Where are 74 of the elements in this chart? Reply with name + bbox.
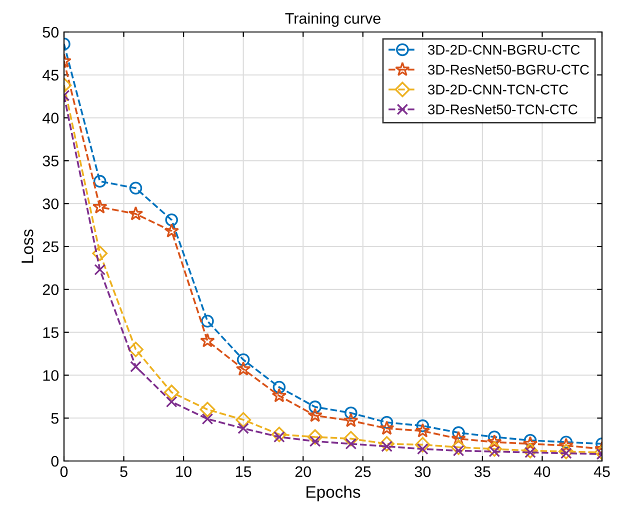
x-tick-label: 10 — [176, 466, 192, 478]
point — [451, 430, 466, 446]
point — [164, 223, 180, 238]
y-tick-label: 40 — [42, 112, 59, 124]
point — [271, 426, 287, 442]
point — [92, 246, 108, 262]
point — [165, 214, 178, 226]
x-tick-label: 35 — [474, 466, 490, 478]
x-tick-label: 40 — [534, 466, 550, 478]
point — [236, 361, 251, 376]
legend-label: 3D-2D-CNN-TCN-CTC — [428, 84, 568, 94]
y-tick-label: 0 — [51, 456, 59, 467]
point — [415, 423, 430, 438]
point — [414, 436, 430, 452]
x-tick-label: 30 — [414, 466, 431, 478]
point — [380, 416, 394, 429]
point — [129, 182, 142, 195]
y-tick-label: 10 — [43, 370, 59, 381]
point — [450, 440, 466, 455]
y-tick-label: 50 — [42, 26, 59, 38]
point — [93, 174, 106, 188]
point — [166, 396, 178, 408]
point — [128, 206, 144, 220]
legend-label: 3D-2D-CNN-BGRU-CTC — [428, 44, 580, 55]
y-tick-label: 15 — [43, 327, 58, 338]
point — [308, 408, 323, 422]
point — [238, 422, 250, 434]
point — [201, 314, 214, 328]
point — [236, 353, 250, 366]
point — [164, 384, 180, 400]
y-tick-label: 5 — [51, 413, 58, 424]
point — [452, 426, 465, 440]
y-tick-label: 45 — [42, 70, 58, 81]
point — [558, 438, 574, 452]
x-tick-label: 15 — [236, 466, 252, 478]
point — [200, 333, 215, 348]
point — [486, 434, 502, 449]
point — [379, 436, 395, 452]
y-tick-label: 20 — [42, 284, 59, 296]
x-tick-label: 45 — [594, 466, 610, 478]
x-tick-label: 0 — [60, 466, 68, 478]
point — [92, 199, 108, 214]
x-axis-title: Epochs — [306, 486, 360, 502]
point — [94, 264, 106, 276]
point — [343, 430, 359, 446]
point — [202, 413, 214, 425]
point — [379, 420, 394, 435]
point — [130, 360, 142, 372]
x-tick-label: 5 — [120, 466, 128, 478]
y-tick-label: 35 — [42, 156, 58, 166]
point — [200, 402, 216, 418]
point — [486, 441, 502, 457]
x-tick-label: 25 — [355, 466, 371, 478]
point — [558, 444, 574, 460]
point — [272, 380, 286, 394]
point — [272, 388, 287, 402]
chart-title: Training curve — [285, 12, 380, 27]
y-tick-label: 30 — [42, 198, 59, 210]
point — [236, 412, 252, 428]
point — [307, 429, 323, 445]
x-tick-label: 20 — [295, 466, 312, 478]
point — [128, 342, 144, 358]
point — [343, 412, 358, 428]
point — [416, 419, 430, 432]
point — [522, 442, 538, 458]
y-tick-label: 25 — [42, 241, 58, 252]
point — [522, 436, 538, 450]
y-axis-title: Loss — [22, 230, 34, 263]
legend-label: 3D-ResNet50-BGRU-CTC — [428, 64, 589, 75]
legend-label: 3D-ResNet50-TCN-CTC — [428, 104, 578, 114]
point — [524, 434, 537, 447]
point — [560, 436, 573, 449]
point — [344, 406, 358, 420]
point — [308, 400, 322, 414]
